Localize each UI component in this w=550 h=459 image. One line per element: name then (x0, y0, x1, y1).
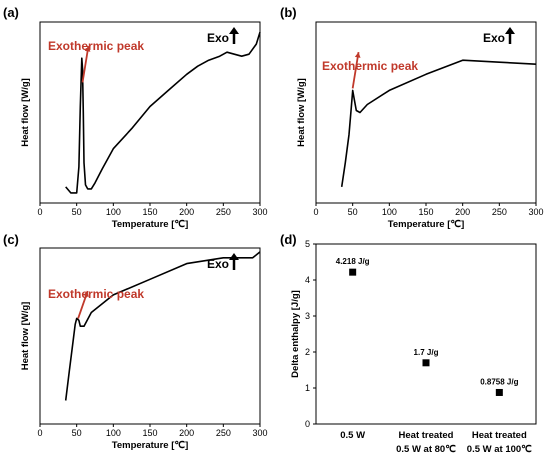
x-tick-label: 150 (418, 207, 433, 217)
x-tick-label: 300 (528, 207, 543, 217)
x-tick-label: 250 (492, 207, 507, 217)
x-axis-label: Temperature [℃] (112, 440, 188, 451)
x-tick-label: 300 (252, 428, 267, 438)
x-tick-label: 50 (72, 428, 82, 438)
y-tick-label: 2 (305, 347, 310, 357)
y-tick-label: 0 (305, 419, 310, 429)
exo-label: Exo (207, 257, 229, 271)
x-tick-label: 150 (142, 428, 157, 438)
exo-arrow-head (229, 253, 239, 260)
x-tick-label: 0 (37, 207, 42, 217)
exo-arrow-head (505, 27, 515, 34)
heat-flow-line (65, 31, 261, 194)
annotation-arrow-shaft (351, 52, 360, 89)
x-tick-label: 250 (216, 428, 231, 438)
x-tick-label: 0 (313, 207, 318, 217)
x-tick-label: 200 (455, 207, 470, 217)
exothermic-peak-annotation: Exothermic peak (48, 287, 144, 301)
panel-a: 0 50 100 150 200 250 300 Temperature [℃] Heat fl… (20, 21, 268, 230)
exo-arrow-head (229, 27, 239, 34)
data-point (422, 359, 430, 367)
panel-label-b: (b) (280, 5, 297, 20)
heat-flow-line (64, 251, 261, 401)
panel-c: 0 50 100 150 200 250 300 Temperature [℃] Heat fl… (20, 247, 268, 451)
exo-label: Exo (207, 31, 229, 45)
annotation-arrow-head (84, 46, 91, 52)
y-axis-label: Heat flow [W/g] (20, 78, 31, 147)
x-tick-label: 300 (252, 207, 267, 217)
x-tick-label: 50 (72, 207, 82, 217)
y-axis-label: Heat flow [W/g] (20, 302, 31, 371)
y-tick-label: 3 (305, 311, 310, 321)
annotation-arrow-head (83, 291, 89, 297)
y-tick-label: 5 (305, 239, 310, 249)
x-tick-label: 200 (179, 207, 194, 217)
x-tick-label: 50 (348, 207, 358, 217)
panel-label-a: (a) (3, 5, 19, 20)
panel-label-d: (d) (280, 232, 297, 247)
x-tick-label: 100 (382, 207, 397, 217)
x-tick-label: 100 (106, 207, 121, 217)
exothermic-peak-annotation: Exothermic peak (322, 59, 418, 73)
annotation-arrow-shaft (81, 45, 90, 83)
annotation-arrow-head (354, 52, 361, 58)
exothermic-peak-annotation: Exothermic peak (48, 39, 144, 53)
x-category-label: 0.5 W (340, 430, 365, 441)
panel-label-c: (c) (3, 232, 19, 247)
data-point (495, 388, 503, 396)
y-axis-label: Heat flow [W/g] (296, 78, 307, 147)
y-axis-label: Delta enthalpy [J/g] (290, 290, 301, 378)
data-label: 1.7 J/g (414, 348, 439, 357)
x-tick-label: 200 (179, 428, 194, 438)
x-tick-label: 0 (37, 428, 42, 438)
x-axis-label: Temperature [℃] (112, 219, 188, 230)
x-category-label: Heat treated 0.5 W at 80℃ (396, 430, 456, 455)
data-label: 4.218 J/g (336, 257, 370, 266)
y-tick-label: 4 (305, 275, 310, 285)
plot-frame (315, 21, 537, 204)
x-tick-label: 150 (142, 207, 157, 217)
panel-d: 0 1 2 3 4 5 Delta enthalpy [J/g] 4.218 J/g 1.7 J… (290, 239, 537, 455)
x-category-label: Heat treated 0.5 W at 100℃ (467, 430, 532, 455)
y-tick-label: 1 (305, 383, 310, 393)
panel-b: 0 50 100 150 200 250 300 Temperature [℃] Heat fl… (296, 21, 544, 230)
x-tick-label: 250 (216, 207, 231, 217)
data-point (349, 268, 357, 276)
x-tick-label: 100 (106, 428, 121, 438)
exo-label: Exo (483, 31, 505, 45)
data-label: 0.8758 J/g (480, 377, 518, 386)
plot-frame (315, 243, 537, 425)
x-axis-label: Temperature [℃] (388, 219, 464, 230)
heat-flow-line (340, 59, 537, 188)
